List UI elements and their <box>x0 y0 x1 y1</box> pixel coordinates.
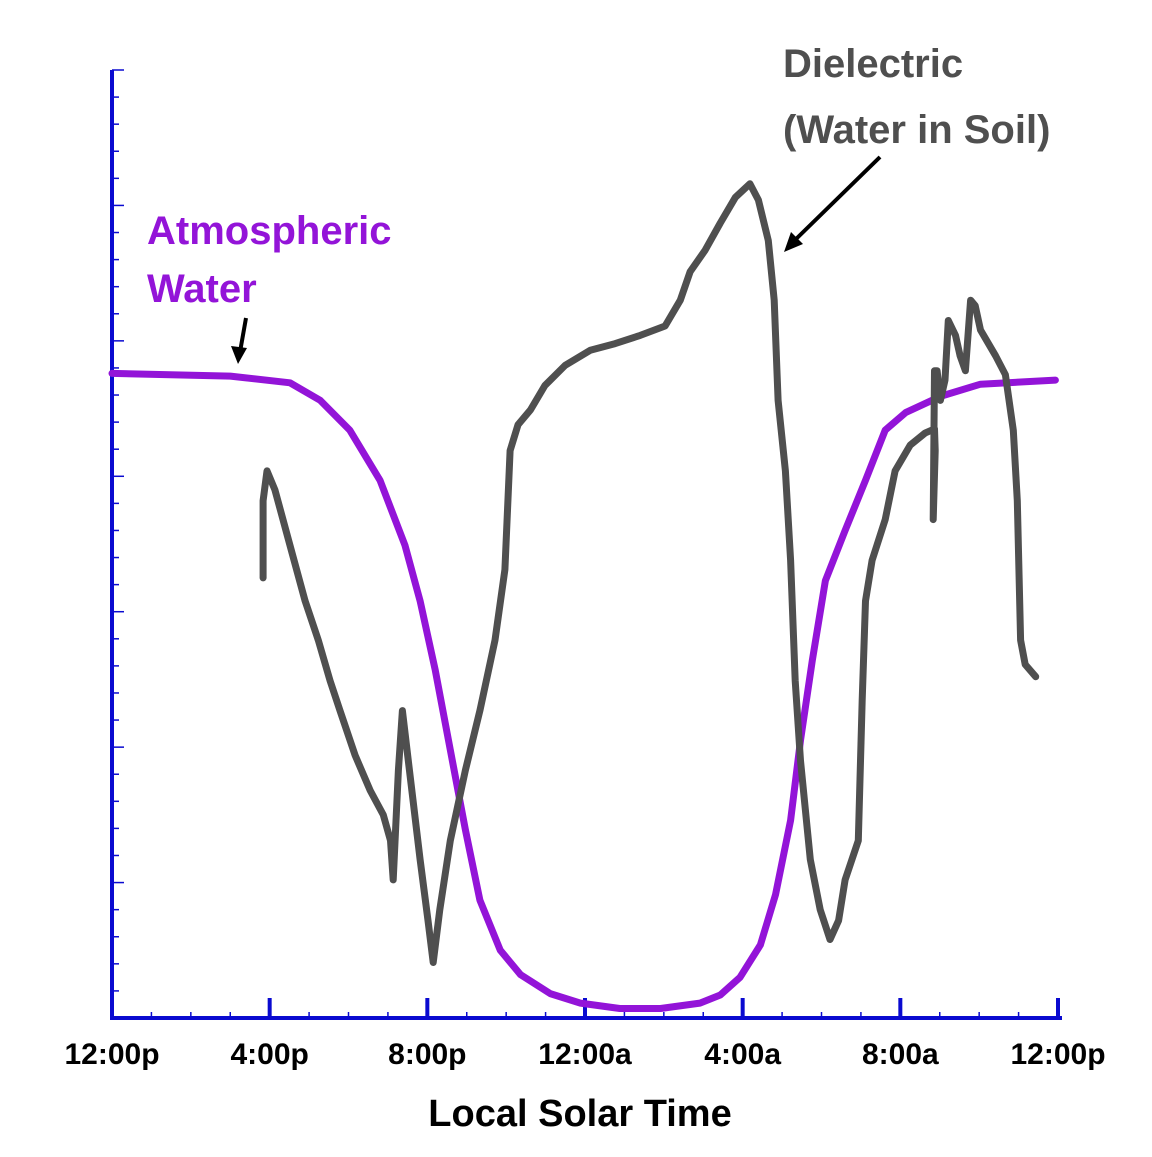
annotation-atmospheric-line1: Atmospheric <box>147 209 392 253</box>
annotation-dielectric-arrowhead <box>784 232 803 252</box>
annotation-dielectric-line2: (Water in Soil) <box>783 108 1050 152</box>
series-lines <box>108 180 1059 1012</box>
x-tick-label: 8:00a <box>862 1038 939 1071</box>
annotation-dielectric-line1: Dielectric <box>783 42 963 86</box>
x-axis-label: Local Solar Time <box>428 1093 731 1135</box>
annotation-atmospheric-line2: Water <box>147 267 257 311</box>
series-atmospheric-water-line <box>108 369 1059 1012</box>
annotation-atmospheric: Atmospheric Water <box>147 209 392 364</box>
annotation-atmospheric-arrow <box>238 317 248 353</box>
x-tick-label: 4:00a <box>704 1038 781 1071</box>
x-tick-label: 4:00p <box>230 1038 308 1071</box>
x-tick-label: 12:00p <box>1010 1038 1105 1071</box>
x-tick-label: 8:00p <box>388 1038 466 1071</box>
x-tick-label: 12:00a <box>538 1038 632 1071</box>
series-dielectric-line <box>259 180 1040 966</box>
annotation-dielectric: Dielectric (Water in Soil) <box>783 42 1050 252</box>
annotation-atmospheric-arrowhead <box>231 346 247 364</box>
annotation-dielectric-arrow <box>793 155 882 242</box>
x-tick-labels: 12:00p 4:00p 8:00p 12:00a 4:00a 8:00a 12:00p <box>64 1038 1105 1071</box>
x-tick-label: 12:00p <box>64 1038 159 1071</box>
axes <box>110 69 1062 1020</box>
